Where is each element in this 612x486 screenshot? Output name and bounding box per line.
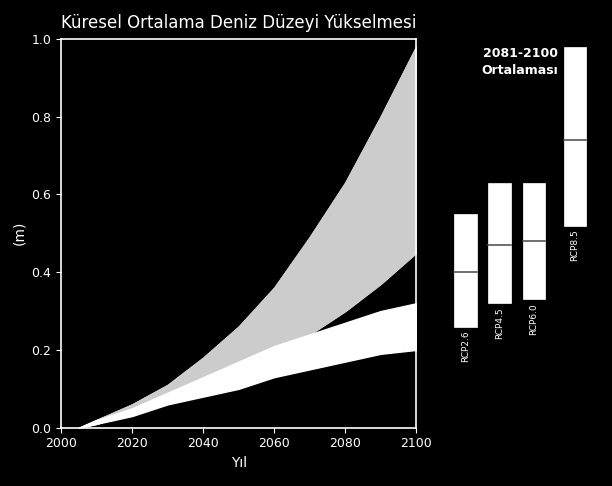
Text: RCP8.5: RCP8.5: [570, 229, 580, 261]
Text: RCP2.6: RCP2.6: [461, 330, 470, 362]
Text: RCP6.0: RCP6.0: [529, 303, 539, 335]
Text: RCP4.5: RCP4.5: [495, 307, 504, 339]
Title: Küresel Ortalama Deniz Düzeyi Yükselmesi: Küresel Ortalama Deniz Düzeyi Yükselmesi: [61, 14, 416, 32]
X-axis label: Yıl: Yıl: [231, 456, 247, 470]
Text: 2081-2100
Ortalaması: 2081-2100 Ortalaması: [482, 47, 559, 77]
Y-axis label: (m): (m): [12, 221, 26, 245]
